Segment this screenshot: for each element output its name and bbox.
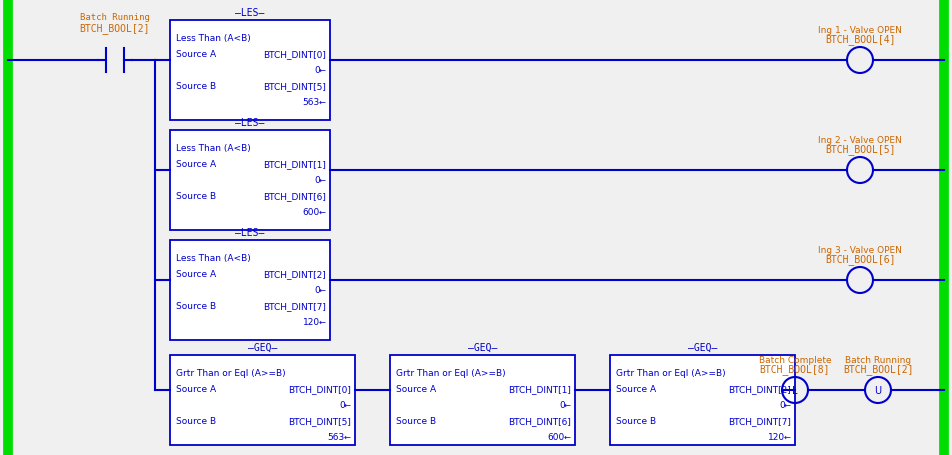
Text: ←: ←	[319, 318, 326, 327]
Text: 0: 0	[780, 401, 785, 410]
Text: ←: ←	[564, 433, 571, 442]
Text: 0: 0	[559, 401, 565, 410]
Text: Source A: Source A	[176, 160, 216, 169]
Text: Less Than (A<B): Less Than (A<B)	[176, 144, 250, 153]
Text: BTCH_BOOL[8]: BTCH_BOOL[8]	[760, 364, 830, 375]
Text: BTCH_BOOL[2]: BTCH_BOOL[2]	[80, 23, 150, 34]
Text: BTCH_BOOL[6]: BTCH_BOOL[6]	[824, 254, 895, 265]
Text: —GEQ—: —GEQ—	[467, 343, 497, 353]
Text: ←: ←	[319, 286, 326, 295]
Text: Source B: Source B	[176, 82, 216, 91]
Text: Source A: Source A	[616, 385, 656, 394]
Bar	[170, 355, 355, 445]
Text: —GEQ—: —GEQ—	[248, 343, 277, 353]
Text: —LES—: —LES—	[235, 8, 265, 18]
Text: Batch Running: Batch Running	[80, 13, 149, 22]
Text: ←: ←	[784, 433, 791, 442]
Text: Source B: Source B	[396, 417, 436, 426]
Text: ←: ←	[564, 401, 571, 410]
Text: BTCH_DINT[5]: BTCH_DINT[5]	[288, 417, 351, 426]
Text: 0: 0	[339, 401, 345, 410]
Text: BTCH_DINT[0]: BTCH_DINT[0]	[263, 50, 326, 59]
Text: ←: ←	[319, 98, 326, 107]
Text: BTCH_DINT[7]: BTCH_DINT[7]	[263, 302, 326, 311]
Text: BTCH_DINT[0]: BTCH_DINT[0]	[288, 385, 351, 394]
Text: Source A: Source A	[176, 385, 216, 394]
Text: ←: ←	[319, 66, 326, 75]
Text: —LES—: —LES—	[235, 228, 265, 238]
Text: Ing 3 - Valve OPEN: Ing 3 - Valve OPEN	[818, 246, 902, 255]
Text: Source B: Source B	[616, 417, 656, 426]
Bar	[610, 355, 795, 445]
Text: BTCH_DINT[5]: BTCH_DINT[5]	[263, 82, 326, 91]
Text: Less Than (A<B): Less Than (A<B)	[176, 34, 250, 43]
Text: BTCH_BOOL[2]: BTCH_BOOL[2]	[843, 364, 913, 375]
Text: 0: 0	[314, 176, 320, 185]
Text: Source B: Source B	[176, 302, 216, 311]
Text: Ing 1 - Valve OPEN: Ing 1 - Valve OPEN	[818, 26, 902, 35]
Text: BTCH_DINT[6]: BTCH_DINT[6]	[263, 192, 326, 201]
Text: 0: 0	[314, 286, 320, 295]
Text: BTCH_DINT[6]: BTCH_DINT[6]	[508, 417, 571, 426]
Text: —LES—: —LES—	[235, 118, 265, 128]
Text: ←: ←	[319, 208, 326, 217]
Text: BTCH_DINT[1]: BTCH_DINT[1]	[508, 385, 571, 394]
Text: Less Than (A<B): Less Than (A<B)	[176, 254, 250, 263]
Text: Source B: Source B	[176, 192, 216, 201]
Text: BTCH_DINT[1]: BTCH_DINT[1]	[263, 160, 326, 169]
Text: 600: 600	[303, 208, 320, 217]
Text: Grtr Than or Eql (A>=B): Grtr Than or Eql (A>=B)	[396, 369, 506, 378]
Text: Source B: Source B	[176, 417, 216, 426]
Text: Batch Running: Batch Running	[845, 356, 911, 365]
Text: Source A: Source A	[176, 270, 216, 279]
Text: Grtr Than or Eql (A>=B): Grtr Than or Eql (A>=B)	[176, 369, 286, 378]
Text: U: U	[875, 386, 882, 396]
Text: ←: ←	[784, 401, 791, 410]
Text: BTCH_BOOL[4]: BTCH_BOOL[4]	[824, 34, 895, 45]
Text: L: L	[792, 386, 798, 396]
Text: 600: 600	[547, 433, 565, 442]
Text: 120: 120	[303, 318, 320, 327]
Bar	[170, 20, 330, 120]
Text: 563: 563	[303, 98, 320, 107]
Text: 563: 563	[327, 433, 345, 442]
Text: Source A: Source A	[176, 50, 216, 59]
Bar	[170, 240, 330, 340]
Text: ←: ←	[344, 401, 351, 410]
Bar	[390, 355, 575, 445]
Text: Grtr Than or Eql (A>=B): Grtr Than or Eql (A>=B)	[616, 369, 725, 378]
Text: BTCH_DINT[2]: BTCH_DINT[2]	[264, 270, 326, 279]
Text: ←: ←	[344, 433, 351, 442]
Text: BTCH_BOOL[5]: BTCH_BOOL[5]	[824, 144, 895, 155]
Text: Batch Complete: Batch Complete	[759, 356, 831, 365]
Bar	[170, 130, 330, 230]
Text: —GEQ—: —GEQ—	[687, 343, 717, 353]
Text: ←: ←	[319, 176, 326, 185]
Text: 120: 120	[768, 433, 785, 442]
Text: Source A: Source A	[396, 385, 436, 394]
Text: BTCH_DINT[7]: BTCH_DINT[7]	[728, 417, 791, 426]
Text: BTCH_DINT[2]: BTCH_DINT[2]	[728, 385, 791, 394]
Text: Ing 2 - Valve OPEN: Ing 2 - Valve OPEN	[818, 136, 902, 145]
Text: 0: 0	[314, 66, 320, 75]
